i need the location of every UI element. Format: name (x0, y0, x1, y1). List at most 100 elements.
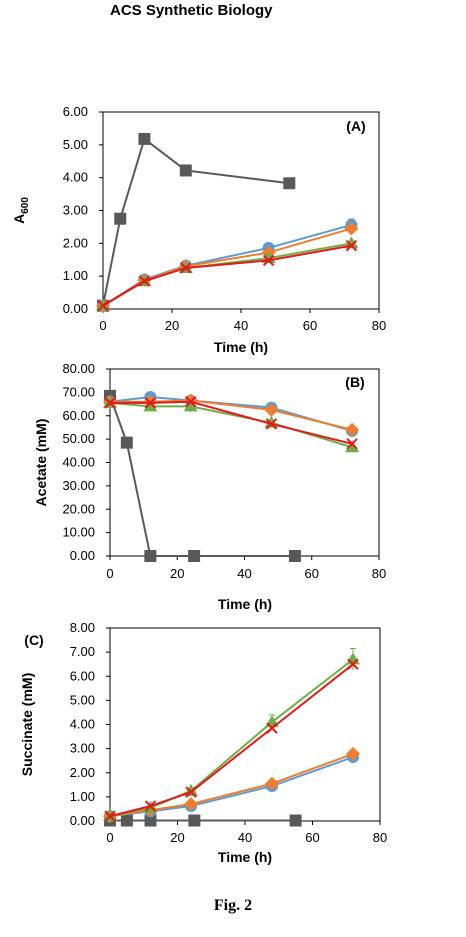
data-point (185, 786, 197, 798)
series-blue (97, 218, 358, 312)
series-line (102, 223, 352, 307)
data-point (347, 658, 359, 670)
y-tick-label: 0.00 (63, 301, 88, 316)
series-grey (104, 389, 301, 562)
y-axis-label: Succinate (mM) (19, 673, 35, 776)
data-point (346, 746, 360, 761)
y-tick-label: 7.00 (70, 644, 95, 659)
x-tick-label: 20 (170, 566, 184, 581)
series-red (104, 396, 358, 450)
y-tick-label: 8.00 (70, 620, 95, 635)
y-tick-label: 0.00 (70, 813, 95, 828)
data-point (345, 422, 360, 437)
data-point (283, 177, 296, 190)
chart-panel-3: 0.00 1.00 2.00 3.00 4.00 5.00 6.00 7.00 8.00 0 20 4… (19, 620, 387, 865)
y-tick-label: 1.00 (70, 789, 95, 804)
x-tick-label: 20 (165, 318, 179, 333)
x-tick-label: 40 (237, 566, 251, 581)
x-tick-label: 80 (372, 566, 386, 581)
x-tick-label: 40 (234, 318, 248, 333)
y-tick-label: 20.00 (62, 501, 95, 516)
y-tick-label: 70.00 (62, 384, 95, 399)
series-grey (104, 814, 302, 827)
x-tick-label: 80 (373, 830, 387, 845)
series-line (102, 137, 290, 306)
y-tick-label: 0.00 (70, 548, 95, 563)
data-point (188, 550, 201, 562)
data-point (138, 132, 151, 145)
panel-label: (A) (346, 118, 365, 134)
y-tick-label: 5.00 (63, 137, 88, 152)
y-tick-label: 50.00 (62, 431, 95, 446)
x-tick-label: 0 (99, 318, 106, 333)
data-point (184, 396, 197, 408)
panel-label: (B) (345, 374, 364, 390)
data-point (144, 397, 157, 409)
series-orange (96, 221, 359, 313)
y-tick-label: 4.00 (63, 170, 88, 185)
panel-label: (C) (24, 632, 43, 648)
x-axis-label: Time (h) (218, 596, 272, 612)
y-tick-label: 40.00 (62, 455, 95, 470)
y-axis-label: Acetate (mM) (33, 419, 49, 507)
data-point (188, 814, 201, 827)
data-point (184, 797, 198, 812)
x-tick-label: 0 (106, 830, 113, 845)
x-tick-label: 20 (170, 830, 184, 845)
y-axis-label-subscript: 600 (20, 197, 31, 214)
x-tick-label: 60 (305, 566, 319, 581)
y-tick-label: 60.00 (62, 408, 95, 423)
series-line (109, 658, 354, 818)
x-tick-label: 80 (372, 318, 386, 333)
series-orange (103, 746, 360, 824)
data-point (138, 275, 151, 287)
x-tick-label: 40 (238, 830, 252, 845)
data-point (265, 418, 278, 430)
data-point (144, 550, 157, 562)
data-point (104, 397, 116, 409)
data-point (345, 239, 358, 252)
x-tick-label: 0 (106, 566, 113, 581)
y-tick-label: 80.00 (62, 361, 95, 376)
data-point (183, 399, 198, 412)
data-point (179, 164, 192, 177)
data-point (345, 440, 360, 453)
data-point (262, 254, 275, 267)
y-tick-label: 6.00 (70, 668, 95, 683)
y-tick-label: 4.00 (70, 717, 95, 732)
x-tick-label: 60 (305, 830, 319, 845)
x-axis-label: Time (h) (218, 849, 272, 865)
data-point (144, 814, 157, 827)
data-point (288, 550, 301, 562)
data-point (97, 300, 109, 312)
data-point (120, 436, 133, 449)
y-tick-label: 1.00 (63, 268, 88, 283)
series-red (97, 239, 358, 312)
y-tick-label: 3.00 (63, 203, 88, 218)
y-tick-label: 2.00 (70, 765, 95, 780)
y-tick-label: 6.00 (63, 104, 88, 119)
data-point (143, 399, 158, 412)
data-point (265, 776, 279, 791)
data-point (120, 814, 133, 827)
data-point (144, 800, 157, 812)
x-axis-label: Time (h) (214, 339, 268, 355)
x-tick-label: 60 (303, 318, 317, 333)
journal-title: ACS Synthetic Biology (110, 2, 273, 19)
y-tick-label: 5.00 (70, 692, 95, 707)
chart-panel-2: 0.00 10.00 20.00 30.00 40.00 50.00 60.00 70.00 8… (33, 361, 386, 612)
y-tick-label: 30.00 (62, 478, 95, 493)
y-axis-label: A600 (11, 197, 31, 224)
series-red (104, 658, 359, 822)
data-point (180, 262, 192, 274)
data-point (346, 652, 360, 665)
series-line (102, 227, 352, 307)
data-point (114, 212, 127, 225)
series-green (96, 236, 359, 311)
data-point (266, 722, 278, 734)
data-point (289, 814, 302, 827)
data-point (344, 221, 359, 236)
figure-caption: Fig. 2 (213, 897, 253, 914)
data-point (264, 402, 279, 417)
